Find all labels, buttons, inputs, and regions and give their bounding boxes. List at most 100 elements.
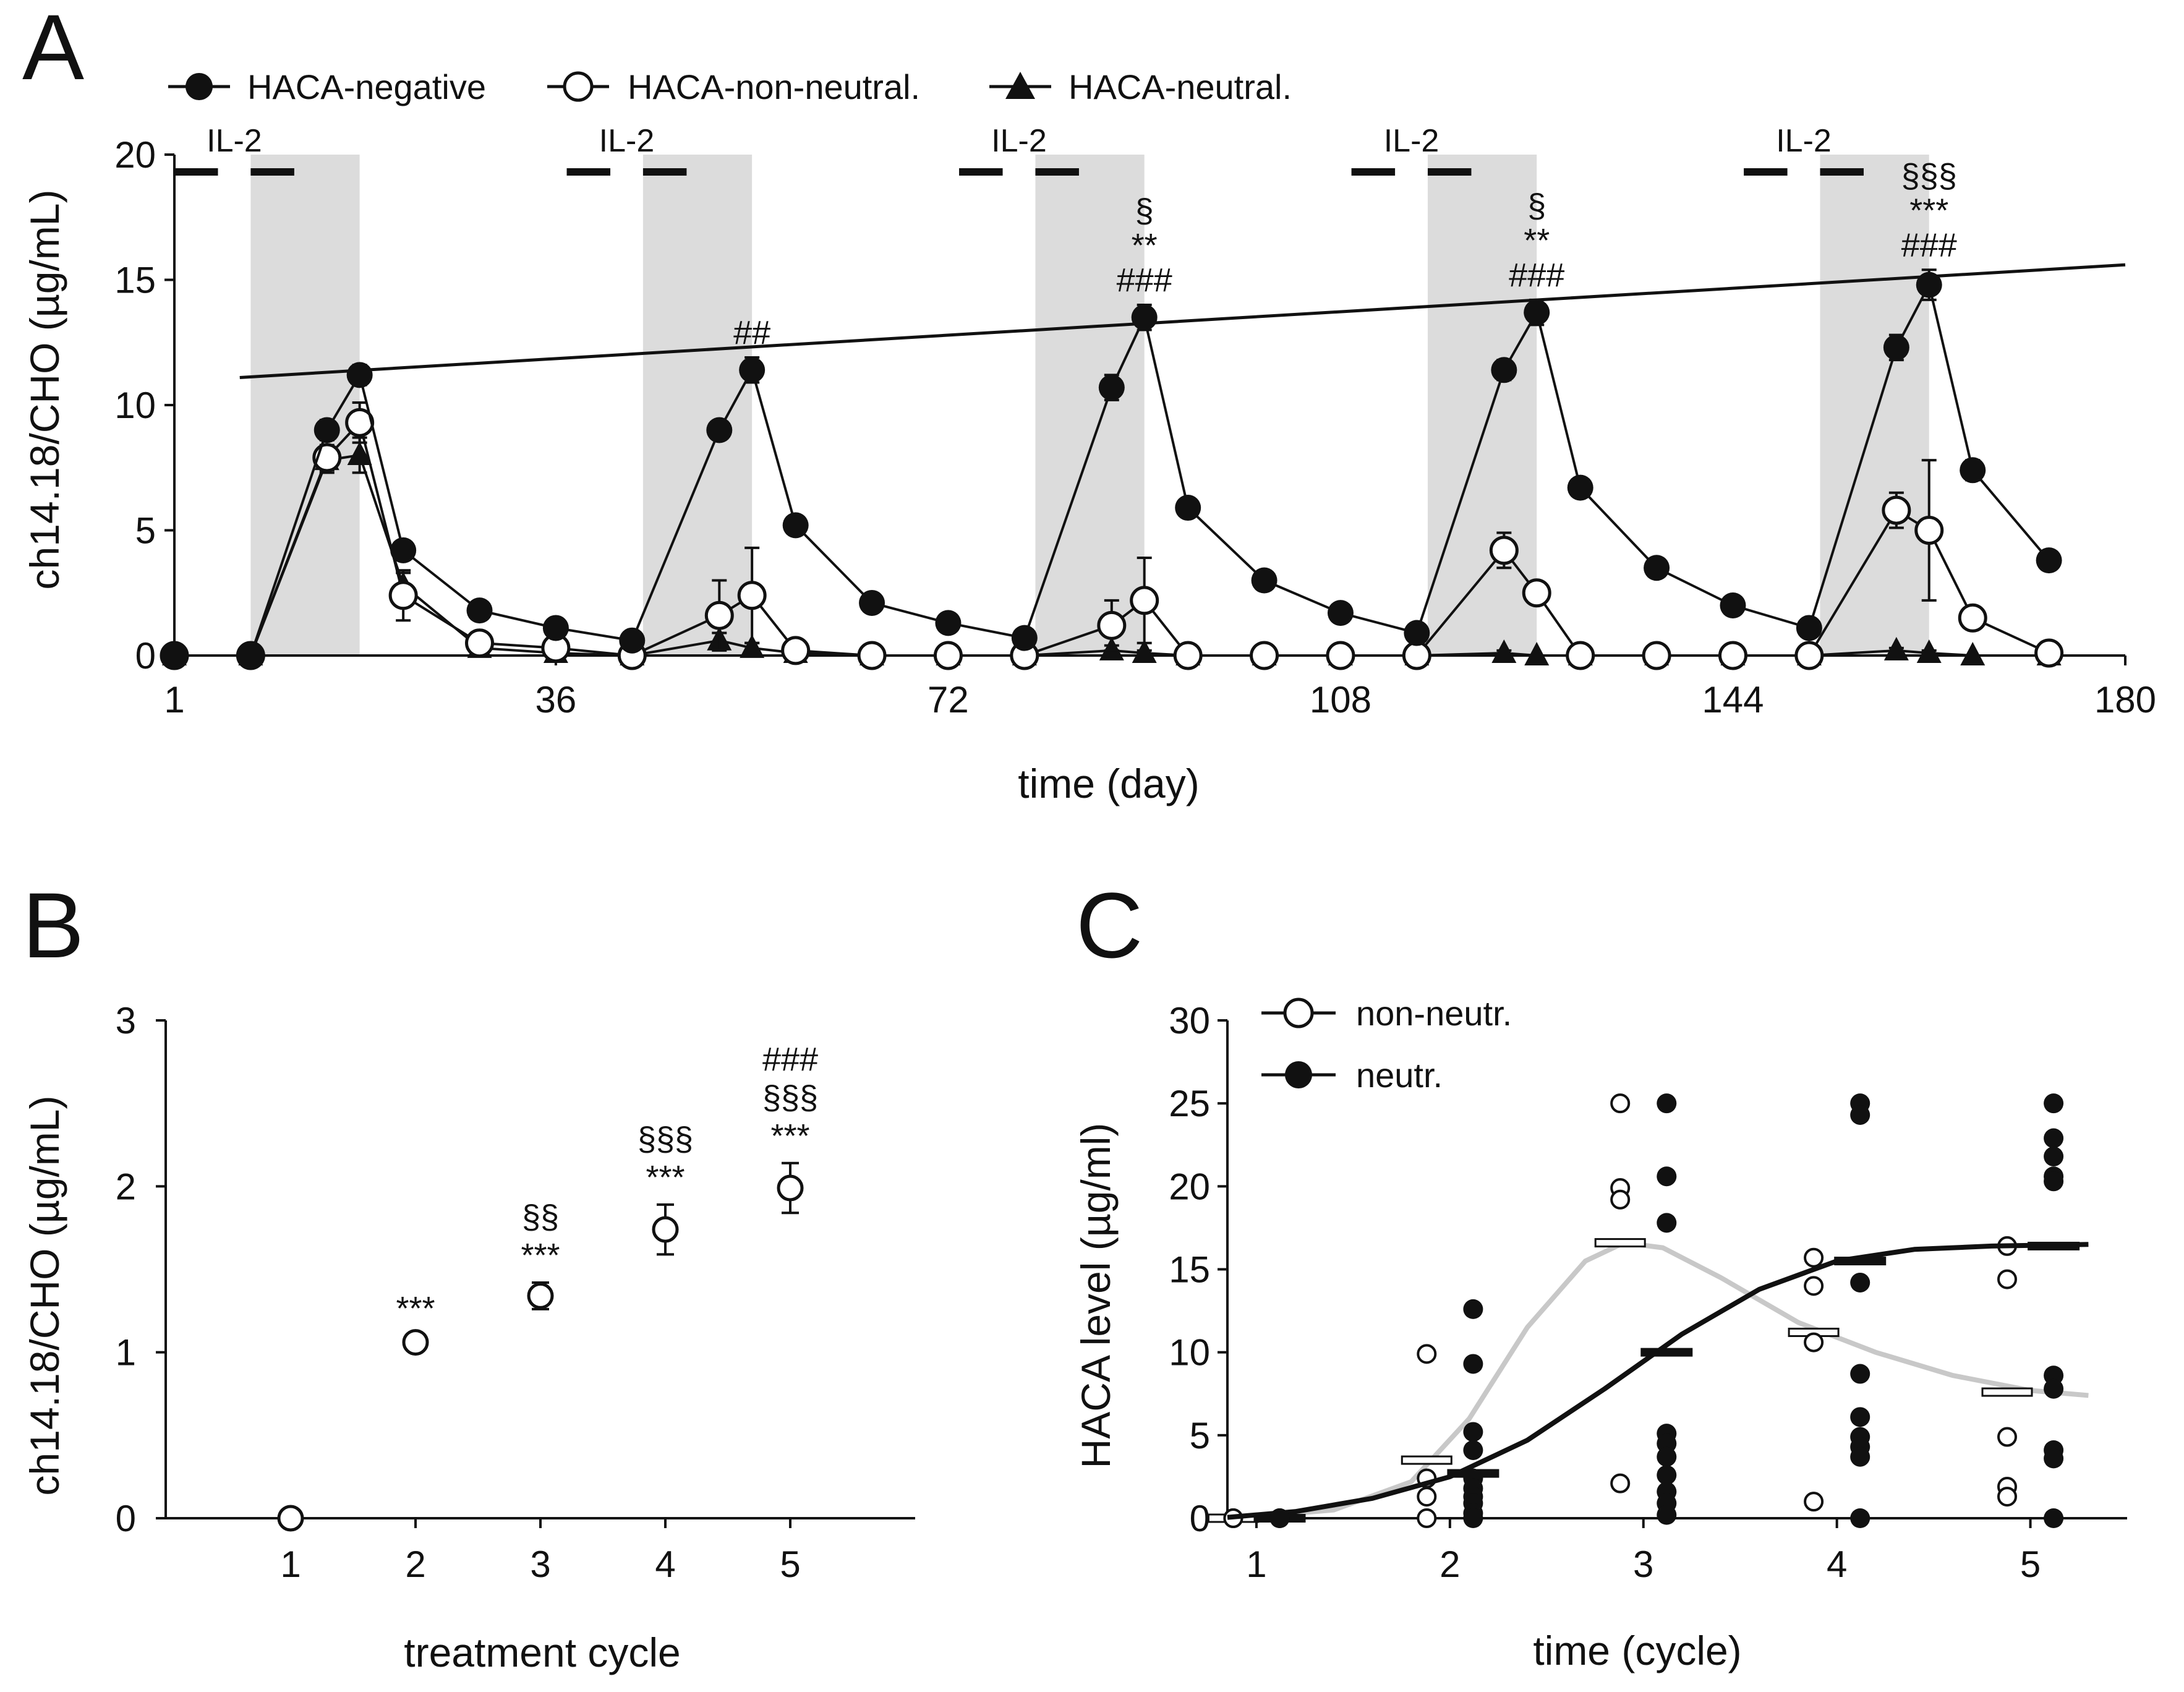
y-tick-label: 3 (116, 1000, 136, 1041)
y-tick-label: 2 (116, 1166, 136, 1207)
significance-marker: ### (1117, 262, 1172, 299)
data-point (1097, 610, 1127, 640)
data-point (704, 600, 734, 630)
data-point (2044, 1093, 2064, 1114)
x-tick-label: 1 (164, 679, 184, 720)
significance-marker: ### (762, 1041, 818, 1078)
data-point (1566, 641, 1595, 670)
data-point (161, 643, 187, 669)
data-point (740, 634, 765, 658)
data-point (1610, 1093, 1631, 1114)
treatment-shaded-regions (250, 155, 1929, 656)
x-tick-label: 1 (280, 1544, 301, 1585)
x-tick-label: 3 (1633, 1544, 1653, 1585)
data-point (1567, 474, 1593, 501)
data-point (1850, 1407, 1870, 1427)
data-point (1098, 374, 1125, 401)
panel-a-axes: 0 5 10 15 20 1 36 72 108 144 180 (114, 134, 2156, 720)
data-point (1524, 642, 1550, 665)
data-point (2044, 1508, 2064, 1528)
data-point (1850, 1446, 1870, 1467)
y-tick-label: 20 (114, 134, 156, 176)
x-tick-label: 2 (405, 1544, 425, 1585)
x-tick-label: 180 (2094, 679, 2156, 720)
data-point (1657, 1166, 1677, 1187)
panel-b-series (277, 1161, 804, 1532)
treatment-shade (1035, 155, 1145, 656)
data-point (2044, 1448, 2064, 1469)
data-point (1417, 1508, 1437, 1528)
significance-marker: §§ (522, 1198, 559, 1236)
data-point (1960, 642, 1986, 665)
median-marker (1834, 1257, 1887, 1266)
data-point (1463, 1422, 1483, 1442)
x-tick-label: 108 (1310, 679, 1371, 720)
series-non-neutr- (1207, 1093, 2089, 1528)
x-tick-label: 144 (1702, 679, 1764, 720)
significance-marker: *** (521, 1237, 560, 1274)
legend-item-haca-negative: HACA-negative (168, 67, 486, 106)
legend-label-neutr: neutr. (1356, 1056, 1443, 1095)
data-point (1524, 299, 1550, 326)
data-point (1997, 1427, 2017, 1447)
data-point (1804, 1332, 1824, 1352)
data-point (1522, 578, 1551, 608)
data-point (1326, 641, 1355, 670)
series-neutr- (1227, 1093, 2089, 1528)
data-point (527, 1282, 554, 1309)
treatment-shade (250, 155, 360, 656)
data-point (933, 641, 963, 670)
data-point (1011, 625, 1038, 651)
data-point (1720, 592, 1746, 618)
panel-c: C non-neutr. neutr. 0 5 10 15 20 25 30 1 2 3 4 5 ti… (1073, 873, 2127, 1673)
data-point (1463, 1299, 1483, 1319)
panel-b-xlabel: treatment cycle (404, 1630, 681, 1675)
data-point (1804, 1247, 1824, 1268)
data-point (777, 1174, 804, 1202)
data-point (1804, 1492, 1824, 1512)
significance-marker: §§§ (1901, 157, 1957, 194)
panel-a-ylabel: ch14.18/CHO (µg/mL) (22, 190, 67, 590)
data-point (1463, 1508, 1483, 1528)
legend-label-haca-neutral: HACA-neutral. (1069, 67, 1292, 106)
data-point (1404, 620, 1430, 646)
il2-label: IL-2 (599, 123, 655, 159)
data-point (1491, 639, 1517, 663)
data-point (1642, 641, 1671, 670)
data-point (466, 597, 493, 624)
median-marker (1640, 1348, 1693, 1357)
data-point (1850, 1508, 1870, 1528)
data-point (1916, 639, 1942, 663)
panel-a-xlabel: time (day) (1018, 761, 1199, 806)
median-marker (1594, 1238, 1646, 1248)
legend-item-neutr: neutr. (1261, 1056, 1443, 1095)
data-point (1850, 1364, 1870, 1384)
data-point (2044, 1171, 2064, 1192)
significance-marker: ** (1524, 222, 1550, 259)
filled-triangle-icon (1005, 72, 1035, 99)
significance-marker: *** (396, 1290, 435, 1327)
data-point (1131, 304, 1158, 331)
legend-label-haca-negative: HACA-negative (247, 67, 486, 106)
significance-marker: *** (646, 1159, 685, 1196)
panel-a-legend: HACA-negative HACA-non-neutral. HACA-neu… (168, 67, 1292, 106)
data-point (1644, 555, 1670, 581)
data-point (1916, 271, 1942, 298)
legend-label-non-neutr: non-neutr. (1356, 994, 1512, 1033)
significance-marker: *** (770, 1117, 809, 1155)
y-tick-label: 5 (135, 510, 156, 552)
x-tick-label: 72 (928, 679, 969, 720)
x-tick-label: 2 (1440, 1544, 1460, 1585)
series-haca-negative (161, 268, 2062, 669)
data-point (1958, 603, 1987, 633)
data-point (1883, 636, 1909, 660)
data-point (2044, 1128, 2064, 1148)
data-point (388, 581, 418, 610)
legend-item-non-neutr: non-neutr. (1261, 994, 1512, 1033)
y-tick-label: 0 (135, 635, 156, 677)
median-marker (1401, 1455, 1452, 1465)
x-tick-label: 4 (1827, 1544, 1847, 1585)
panel-b-ylabel: ch14.18/CHO (µg/mL) (22, 1096, 67, 1496)
